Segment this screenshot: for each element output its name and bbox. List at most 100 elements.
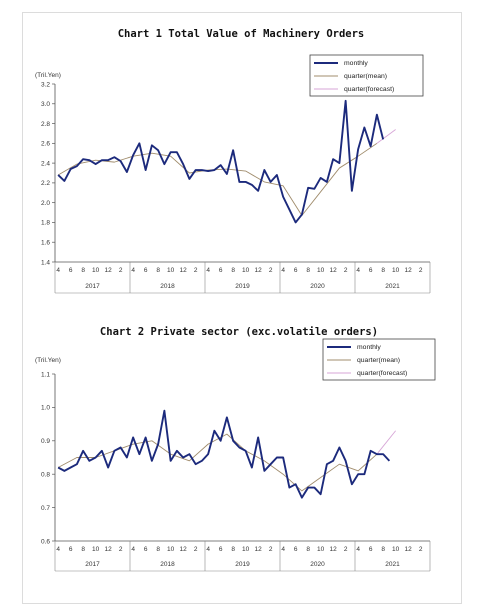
x-tick-label: 4 <box>206 267 210 274</box>
chart-1-title: Chart 1 Total Value of Machinery Orders <box>118 28 365 40</box>
x-tick-label: 12 <box>105 546 113 553</box>
chart-2-series <box>57 409 396 499</box>
y-tick-label: 1.0 <box>41 405 50 412</box>
legend-label-monthly: monthly <box>344 60 368 67</box>
legend-label-quarter-mean: quarter(mean) <box>344 73 387 80</box>
x-tick-label: 2 <box>194 267 198 274</box>
legend-label-monthly: monthly <box>357 344 381 351</box>
x-tick-label: 10 <box>392 546 400 553</box>
x-tick-label: 8 <box>381 546 385 553</box>
x-tick-label: 2 <box>419 267 423 274</box>
x-tick-label: 8 <box>156 267 160 274</box>
series-line-monthly <box>57 409 391 499</box>
chart-1-unit: (Tril.Yen) <box>35 72 61 79</box>
y-tick-label: 2.8 <box>41 121 50 128</box>
series-line-quarter-forecast <box>376 129 396 144</box>
x-tick-label: 12 <box>255 546 263 553</box>
x-tick-label: 6 <box>144 546 148 553</box>
y-tick-label: 3.0 <box>41 101 50 108</box>
y-tick-label: 2.2 <box>41 180 50 187</box>
x-tick-label: 6 <box>219 267 223 274</box>
x-tick-label: 8 <box>231 267 235 274</box>
x-tick-label: 6 <box>294 546 298 553</box>
y-tick-label: 3.2 <box>41 81 50 88</box>
x-tick-label: 10 <box>167 546 175 553</box>
year-label: 2020 <box>310 283 325 290</box>
chart-1: Chart 1 Total Value of Machinery Orders … <box>35 28 431 294</box>
x-tick-label: 12 <box>180 267 188 274</box>
year-label: 2017 <box>85 561 100 568</box>
x-tick-label: 8 <box>306 546 310 553</box>
x-tick-label: 10 <box>92 546 100 553</box>
x-tick-label: 12 <box>180 546 188 553</box>
x-tick-label: 10 <box>242 267 250 274</box>
x-tick-label: 4 <box>131 546 135 553</box>
y-tick-label: 1.1 <box>41 371 50 378</box>
document-frame <box>22 12 462 604</box>
x-tick-label: 4 <box>356 546 360 553</box>
y-tick-label: 1.8 <box>41 220 50 227</box>
legend-label-quarter-mean: quarter(mean) <box>357 357 400 364</box>
x-tick-label: 12 <box>405 546 413 553</box>
x-tick-label: 6 <box>294 267 298 274</box>
x-tick-label: 8 <box>156 546 160 553</box>
x-tick-label: 4 <box>281 546 285 553</box>
x-tick-label: 4 <box>56 267 60 274</box>
x-tick-label: 2 <box>119 267 123 274</box>
x-tick-label: 8 <box>81 267 85 274</box>
x-tick-label: 8 <box>381 267 385 274</box>
x-tick-label: 2 <box>344 546 348 553</box>
chart-2: Chart 2 Private sector (exc.volatile ord… <box>35 326 436 572</box>
y-tick-label: 1.6 <box>41 240 50 247</box>
y-tick-label: 0.9 <box>41 438 50 445</box>
x-tick-label: 10 <box>242 546 250 553</box>
chart-2-title: Chart 2 Private sector (exc.volatile ord… <box>100 326 378 338</box>
year-label: 2017 <box>85 283 100 290</box>
y-tick-label: 1.4 <box>41 259 50 266</box>
x-tick-label: 2 <box>119 546 123 553</box>
x-tick-label: 8 <box>306 267 310 274</box>
x-tick-label: 12 <box>330 546 338 553</box>
x-tick-label: 10 <box>167 267 175 274</box>
x-tick-label: 6 <box>219 546 223 553</box>
series-line-monthly <box>57 99 385 224</box>
chart-2-unit: (Tril.Yen) <box>35 357 61 364</box>
y-tick-label: 2.0 <box>41 200 50 207</box>
x-tick-label: 2 <box>269 267 273 274</box>
chart-1-series <box>57 99 396 224</box>
x-tick-label: 2 <box>194 546 198 553</box>
chart-2-axes: 0.6 0.7 0.8 0.9 1.0 1.1 4 6 8 10 12 2 4 6 8 10 12 2 4 6 8 10 1… <box>41 371 431 572</box>
x-tick-label: 10 <box>317 546 325 553</box>
y-tick-label: 2.4 <box>41 160 50 167</box>
x-tick-label: 4 <box>206 546 210 553</box>
x-tick-label: 4 <box>131 267 135 274</box>
year-label: 2021 <box>385 561 400 568</box>
x-tick-label: 6 <box>144 267 148 274</box>
x-tick-label: 12 <box>105 267 113 274</box>
x-tick-label: 6 <box>369 546 373 553</box>
y-tick-label: 0.6 <box>41 538 50 545</box>
legend-label-quarter-forecast: quarter(forecast) <box>357 370 407 377</box>
year-label: 2021 <box>385 283 400 290</box>
x-tick-label: 2 <box>269 546 273 553</box>
x-tick-label: 4 <box>281 267 285 274</box>
x-tick-label: 12 <box>405 267 413 274</box>
year-label: 2019 <box>235 283 250 290</box>
legend-label-quarter-forecast: quarter(forecast) <box>344 86 394 93</box>
x-tick-label: 10 <box>317 267 325 274</box>
year-label: 2019 <box>235 561 250 568</box>
x-tick-label: 12 <box>255 267 263 274</box>
year-label: 2018 <box>160 283 175 290</box>
y-tick-label: 0.8 <box>41 472 50 479</box>
x-tick-label: 4 <box>56 546 60 553</box>
series-line-quarter-forecast <box>376 430 396 455</box>
x-tick-label: 8 <box>231 546 235 553</box>
chart-1-axes: 1.4 1.6 1.8 2.0 2.2 2.4 2.6 2.8 3.0 3.2 4 6 8 10 12 2 4 6… <box>41 81 431 294</box>
x-tick-label: 10 <box>92 267 100 274</box>
chart-2-legend: monthly quarter(mean) quarter(forecast) <box>322 338 436 381</box>
chart-1-legend: monthly quarter(mean) quarter(forecast) <box>309 54 424 97</box>
year-label: 2018 <box>160 561 175 568</box>
x-tick-label: 12 <box>330 267 338 274</box>
x-tick-label: 2 <box>344 267 348 274</box>
